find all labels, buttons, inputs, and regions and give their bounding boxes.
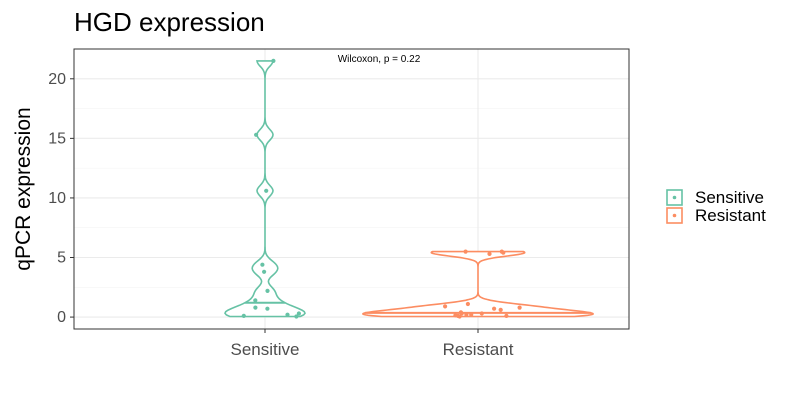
legend-dot-sensitive <box>672 195 677 200</box>
data-point-resistant <box>465 301 470 307</box>
y-axis: 0 5 10 15 20 <box>48 71 74 326</box>
data-point-sensitive <box>296 311 301 316</box>
data-point-sensitive <box>294 314 299 319</box>
data-point-resistant <box>504 313 509 318</box>
data-point-resistant <box>492 306 497 311</box>
y-axis-label: qPCR expression <box>12 107 35 270</box>
data-point-sensitive <box>253 298 258 303</box>
data-point-sensitive <box>253 305 258 310</box>
data-point-sensitive <box>262 269 267 274</box>
data-point-resistant <box>501 250 506 255</box>
data-point-resistant <box>457 314 462 319</box>
data-point-resistant <box>517 305 522 310</box>
violins <box>224 60 594 318</box>
plot-panel <box>74 49 629 329</box>
data-point-sensitive <box>271 58 276 64</box>
data-point-resistant <box>463 249 468 254</box>
y-tick-label: 5 <box>57 250 66 267</box>
data-point-resistant <box>498 307 503 312</box>
plot-border <box>73 48 630 330</box>
data-point-sensitive <box>265 306 270 311</box>
violin-sensitive <box>224 60 306 318</box>
legend-dot-resistant <box>672 213 677 218</box>
y-tick-label: 0 <box>57 309 66 326</box>
data-point-resistant <box>469 312 474 317</box>
chart-title: HGD expression <box>74 7 265 37</box>
data-point-resistant <box>479 311 484 316</box>
data-point-resistant <box>487 251 492 256</box>
x-tick-label: Sensitive <box>231 340 300 359</box>
data-point-resistant <box>464 312 469 317</box>
y-tick-label: 10 <box>48 190 66 207</box>
legend-label-resistant: Resistant <box>695 206 766 225</box>
data-point-sensitive <box>285 312 290 317</box>
y-tick-label: 20 <box>48 71 66 88</box>
x-axis: Sensitive Resistant <box>231 329 514 359</box>
data-points <box>241 58 522 319</box>
violin-resistant <box>362 250 594 318</box>
data-point-sensitive <box>241 313 246 318</box>
wilcoxon-annotation: Wilcoxon, p = 0.22 <box>338 54 421 65</box>
data-point-sensitive <box>264 188 269 193</box>
y-tick-label: 15 <box>48 130 66 147</box>
x-tick-label: Resistant <box>443 340 514 359</box>
data-point-sensitive <box>260 262 265 267</box>
legend-label-sensitive: Sensitive <box>695 188 764 207</box>
data-point-resistant <box>443 304 448 309</box>
data-point-sensitive <box>265 288 270 293</box>
data-point-sensitive <box>254 132 259 137</box>
data-point-resistant <box>459 311 464 316</box>
